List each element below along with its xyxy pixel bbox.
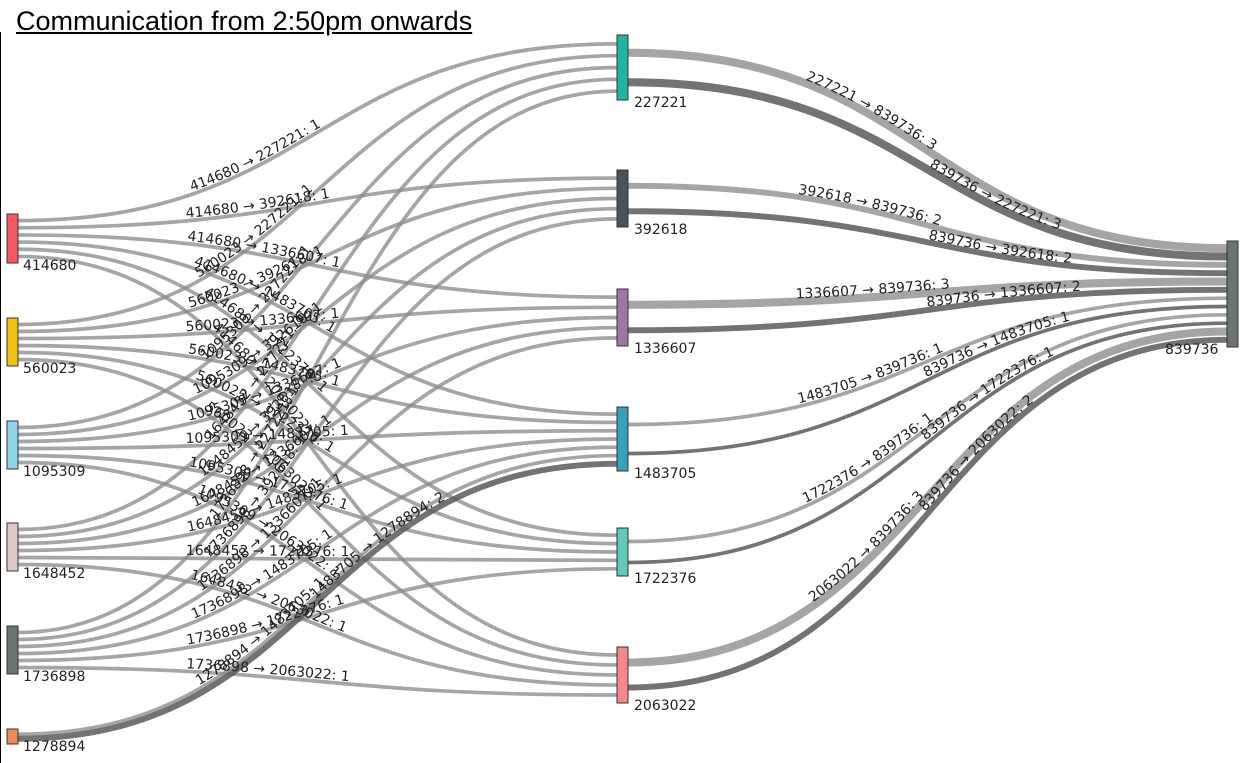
link-1095309-to-2063022[interactable]: [17, 460, 618, 677]
link-839736-to-1483705[interactable]: [627, 304, 1228, 456]
node-1736898[interactable]: [6, 625, 19, 675]
node-392618[interactable]: [616, 169, 629, 228]
link-560023-to-1722376[interactable]: [17, 350, 618, 546]
link-1736898-to-1722376[interactable]: [17, 566, 618, 663]
link-560023-to-2063022[interactable]: [17, 357, 618, 667]
node-560023[interactable]: [6, 317, 19, 367]
link-414680-to-1722376[interactable]: [17, 247, 618, 538]
link-1336607-to-839736[interactable]: [627, 277, 1228, 309]
link-1095309-to-1722376[interactable]: [17, 453, 618, 554]
link-839736-to-227221[interactable]: [627, 78, 1228, 261]
link-1736898-to-1336607[interactable]: [17, 336, 618, 649]
node-label-1095309: 1095309: [23, 464, 85, 480]
link-1648452-to-1336607[interactable]: [17, 325, 618, 546]
link-label: 1648452 → 1722376: 1: [186, 543, 350, 560]
link-839736-to-1336607[interactable]: [627, 286, 1228, 334]
link-560023-to-392618[interactable]: [17, 186, 618, 334]
node-label-1336607: 1336607: [634, 341, 696, 357]
link-1483705-to-1278894[interactable]: [17, 460, 618, 742]
node-label-1483705: 1483705: [634, 466, 696, 482]
links-layer: [17, 42, 1228, 742]
node-1095309[interactable]: [6, 420, 19, 470]
link-839736-to-1722376[interactable]: [627, 321, 1228, 565]
link-560023-to-1336607[interactable]: [17, 305, 618, 341]
node-1278894[interactable]: [6, 728, 19, 745]
link-1095309-to-392618[interactable]: [17, 196, 618, 437]
node-1722376[interactable]: [616, 527, 629, 577]
node-414680[interactable]: [6, 213, 19, 264]
node-label-1736898: 1736898: [23, 669, 85, 685]
diagram-title: Communication from 2:50pm onwards: [16, 6, 473, 36]
link-839736-to-392618[interactable]: [627, 208, 1228, 277]
node-label-1722376: 1722376: [634, 571, 696, 587]
link-560023-to-227221[interactable]: [17, 53, 618, 327]
link-1648452-to-2063022[interactable]: [17, 562, 618, 687]
node-1648452[interactable]: [6, 522, 19, 572]
link-1648452-to-227221[interactable]: [17, 77, 618, 532]
link-414680-to-2063022[interactable]: [17, 254, 618, 657]
link-414680-to-392618[interactable]: [17, 176, 618, 230]
link-1736898-to-1483705[interactable]: [17, 445, 618, 656]
node-1483705[interactable]: [616, 406, 629, 472]
link-1095309-to-227221[interactable]: [17, 65, 618, 430]
node-label-227221: 227221: [634, 95, 687, 111]
left-border-line: [0, 32, 1, 763]
link-839736-to-2063022[interactable]: [627, 336, 1228, 691]
node-label-2063022: 2063022: [634, 698, 696, 714]
link-1722376-to-839736[interactable]: [627, 312, 1228, 544]
link-1736898-to-392618[interactable]: [17, 217, 618, 642]
link-1095309-to-1483705[interactable]: [17, 428, 618, 451]
link-2063022-to-839736[interactable]: [627, 327, 1228, 667]
link-1648452-to-392618[interactable]: [17, 206, 618, 539]
node-label-414680: 414680: [23, 258, 76, 274]
link-1483705-to-839736[interactable]: [627, 296, 1228, 427]
node-839736[interactable]: [1226, 240, 1239, 348]
link-1095309-to-1336607[interactable]: [17, 315, 618, 444]
link-414680-to-1483705[interactable]: [17, 240, 618, 416]
link-414680-to-1336607[interactable]: [17, 233, 618, 299]
link-label: 839736 → 227221: 3: [927, 156, 1063, 233]
node-227221[interactable]: [616, 34, 629, 101]
node-label-560023: 560023: [23, 361, 76, 377]
link-414680-to-227221[interactable]: [17, 42, 618, 223]
link-label: 1483705 → 839736: 1: [796, 340, 945, 407]
link-1648452-to-1722376[interactable]: [17, 555, 618, 563]
node-label-839736: 839736: [1165, 342, 1219, 358]
node-2063022[interactable]: [616, 646, 629, 704]
link-label: 2063022 → 839736: 3: [806, 488, 927, 605]
link-560023-to-1483705[interactable]: [17, 343, 618, 425]
link-227221-to-839736[interactable]: [627, 48, 1228, 253]
nodes-layer: 414680 560023 1095309 1648452 1736898 1278894…: [6, 34, 1239, 755]
node-1336607[interactable]: [616, 288, 629, 347]
node-label-1648452: 1648452: [23, 566, 85, 582]
link-1736898-to-227221[interactable]: [17, 89, 618, 635]
node-label-392618: 392618: [634, 222, 687, 238]
link-label: 839736 → 2063022: 2: [916, 392, 1036, 514]
node-label-1278894: 1278894: [23, 739, 85, 755]
link-392618-to-839736[interactable]: [627, 182, 1228, 268]
link-1278894-to-1483705[interactable]: [17, 453, 618, 737]
link-1736898-to-2063022[interactable]: [17, 665, 618, 697]
